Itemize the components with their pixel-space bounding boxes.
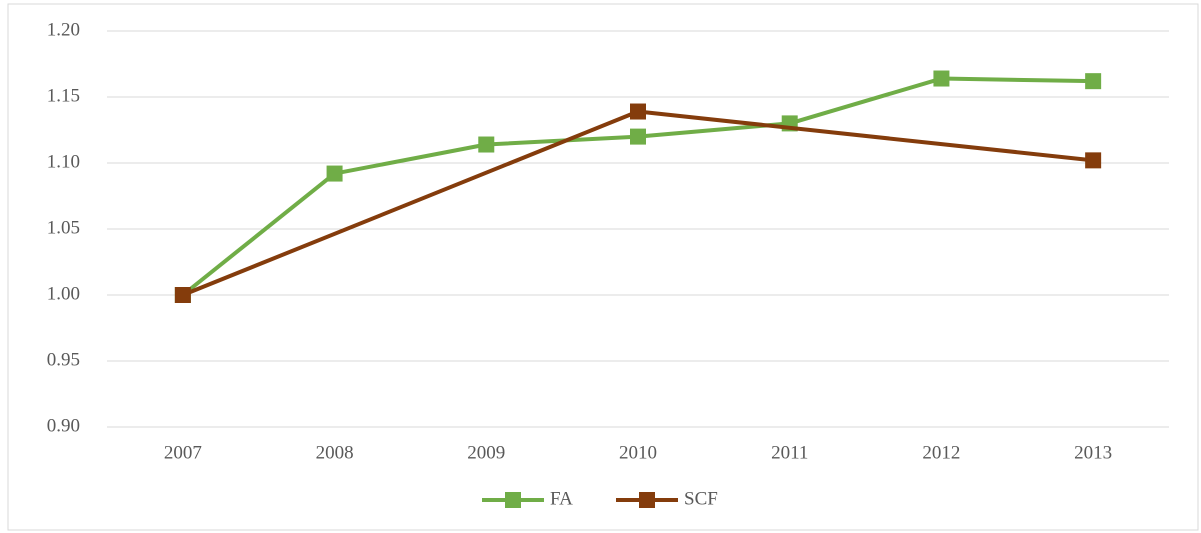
marker <box>630 128 646 145</box>
x-tick-label: 2010 <box>619 442 657 463</box>
y-tick-label: 1.20 <box>47 19 80 40</box>
marker <box>326 165 343 182</box>
legend-label: FA <box>550 488 573 509</box>
y-tick-label: 1.05 <box>47 217 80 238</box>
marker <box>174 287 191 303</box>
y-tick-label: 1.15 <box>47 85 80 106</box>
y-tick-label: 1.00 <box>47 283 80 304</box>
x-tick-label: 2007 <box>164 442 202 463</box>
y-tick-label: 0.95 <box>47 349 80 370</box>
legend-marker <box>505 492 521 508</box>
marker <box>1085 73 1102 90</box>
chart-frame <box>7 3 1199 531</box>
legend-label: SCF <box>684 488 718 509</box>
marker <box>933 70 950 87</box>
x-tick-label: 2013 <box>1074 442 1112 463</box>
x-tick-label: 2008 <box>316 442 354 463</box>
x-tick-label: 2011 <box>771 442 808 463</box>
y-tick-label: 1.10 <box>47 151 80 172</box>
marker <box>1085 152 1102 169</box>
marker <box>478 136 495 153</box>
y-tick-label: 0.90 <box>47 415 80 436</box>
x-tick-label: 2012 <box>922 442 960 463</box>
x-tick-label: 2009 <box>467 442 505 463</box>
legend-marker <box>639 492 655 508</box>
marker <box>630 103 646 120</box>
